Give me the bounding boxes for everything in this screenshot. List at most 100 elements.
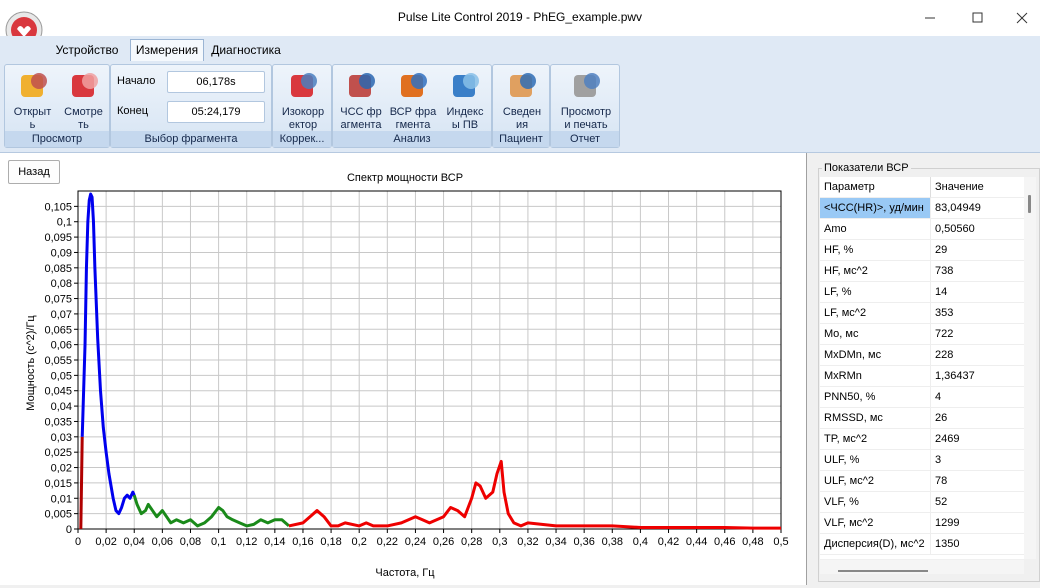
icon-shape — [463, 73, 479, 89]
value-cell[interactable]: 14 — [930, 282, 1024, 303]
field-value[interactable]: 06,178s — [167, 71, 265, 93]
chart-title: Спектр мощности ВСР — [347, 172, 463, 184]
x-tick-label: 0,12 — [236, 536, 257, 548]
tab[interactable]: Измерения — [130, 39, 204, 61]
parameter-cell[interactable]: HF, мс^2 — [820, 261, 930, 282]
y-tick-label: 0,06 — [51, 340, 72, 352]
button-label: гмента — [395, 119, 431, 131]
tab[interactable]: Устройство — [55, 43, 119, 57]
y-tick-label: 0,045 — [44, 386, 72, 398]
field-label: Начало — [117, 75, 156, 87]
value-cell[interactable]: 26 — [930, 408, 1024, 429]
button-label: Сведен — [502, 106, 542, 118]
window-title: Pulse Lite Control 2019 - PhEG_example.p… — [397, 10, 643, 24]
parameter-cell[interactable]: MxRMn — [820, 366, 930, 387]
button-icon — [510, 73, 536, 97]
y-tick-label: 0,025 — [44, 447, 72, 459]
ribbon-button[interactable]: Индекс ы ПВ — [439, 69, 491, 132]
parameter-cell[interactable]: RMSSD, мс — [820, 408, 930, 429]
parameter-cell[interactable]: VLF, % — [820, 492, 930, 513]
parameter-cell[interactable]: TP, мс^2 — [820, 429, 930, 450]
parameter-cell[interactable]: PNN50, % — [820, 387, 930, 408]
value-cell[interactable]: 1299 — [930, 513, 1024, 534]
column-header: Параметр — [820, 177, 930, 198]
ribbon-group: Просмотр Открыт ь Смотре ть — [4, 64, 110, 148]
ribbon-button[interactable]: Сведен ия — [495, 69, 549, 132]
ribbon-button[interactable]: Открыт ь — [7, 69, 58, 132]
h-scrollbar[interactable] — [820, 560, 1024, 574]
parameter-cell[interactable]: MxDMn, мс — [820, 345, 930, 366]
value-cell[interactable]: 4 — [930, 387, 1024, 408]
group-label: Выбор фрагмента — [111, 131, 271, 147]
parameter-cell[interactable]: VLF, мс^2 — [820, 513, 930, 534]
x-tick-label: 0,08 — [180, 536, 201, 548]
button-label: ЧСС фр — [340, 106, 382, 118]
x-tick-label: 0,1 — [211, 536, 226, 548]
ribbon-button[interactable]: Просмотр и печать — [553, 69, 619, 132]
value-cell[interactable]: 722 — [930, 324, 1024, 345]
value-cell[interactable]: 0,50560 — [930, 219, 1024, 240]
button-label: Индекс — [446, 106, 484, 118]
field-value[interactable]: 05:24,179 — [167, 101, 265, 123]
ribbon-button[interactable]: ЧСС фр агмента — [335, 69, 387, 132]
tab[interactable]: Диагностика — [211, 43, 281, 57]
x-tick-label: 0,18 — [320, 536, 341, 548]
parameter-cell[interactable]: ULF, мс^2 — [820, 471, 930, 492]
parameter-cell[interactable]: Дисперсия(D), мс^2 — [820, 534, 930, 555]
parameter-cell[interactable]: LF, % — [820, 282, 930, 303]
ribbon-group: Выбор фрагмента Начало 06,178s Конец 05:24,1… — [110, 64, 272, 148]
button-label: ия — [515, 119, 529, 131]
value-cell[interactable]: 2469 — [930, 429, 1024, 450]
ribbon: Просмотр Открыт ь Смотре ть Выбор фрагмента На… — [0, 62, 1040, 153]
button-label: ть — [78, 119, 89, 131]
parameter-cell[interactable]: LF, мс^2 — [820, 303, 930, 324]
parameter-cell[interactable]: <ЧСС(HR)>, уд/мин — [820, 198, 930, 219]
icon-shape — [301, 73, 317, 89]
x-tick-label: 0,4 — [633, 536, 648, 548]
button-icon — [401, 73, 427, 97]
value-cell[interactable]: 52 — [930, 492, 1024, 513]
data-line — [288, 459, 781, 530]
parameter-cell[interactable]: Amo — [820, 219, 930, 240]
parameter-cell[interactable]: HF, % — [820, 240, 930, 261]
ribbon-button[interactable]: Изокорр ектор — [275, 69, 331, 132]
y-tick-label: 0,075 — [44, 294, 72, 306]
value-cell[interactable]: 353 — [930, 303, 1024, 324]
x-tick-label: 0,5 — [773, 536, 788, 548]
y-tick-label: 0,05 — [51, 370, 72, 382]
button-icon — [71, 73, 98, 97]
button-label: Просмотр — [560, 106, 612, 118]
back-button[interactable]: Назад — [8, 160, 60, 184]
x-tick-label: 0,06 — [152, 536, 173, 548]
ribbon-group: Коррек... Изокорр ектор — [272, 64, 332, 148]
value-cell[interactable]: 738 — [930, 261, 1024, 282]
window-controls[interactable] — [900, 6, 1040, 30]
y-tick-label: 0,105 — [44, 201, 72, 213]
value-cell[interactable]: 1,36437 — [930, 366, 1024, 387]
value-cell[interactable]: 78 — [930, 471, 1024, 492]
x-tick-label: 0,38 — [602, 536, 623, 548]
value-cell[interactable]: 3 — [930, 450, 1024, 471]
parameter-cell[interactable]: Mo, мс — [820, 324, 930, 345]
y-tick-label: 0,065 — [44, 324, 72, 336]
x-tick-label: 0,34 — [545, 536, 566, 548]
x-tick-label: 0,24 — [405, 536, 426, 548]
y-tick-label: 0,005 — [44, 509, 72, 521]
value-cell[interactable]: 29 — [930, 240, 1024, 261]
button-icon — [453, 73, 479, 97]
parameter-cell[interactable]: ULF, % — [820, 450, 930, 471]
value-cell[interactable]: 228 — [930, 345, 1024, 366]
value-cell[interactable]: 83,04949 — [930, 198, 1024, 219]
scrollbar[interactable] — [1024, 177, 1036, 559]
ribbon-button[interactable]: Смотре ть — [58, 69, 109, 132]
x-tick-label: 0,14 — [264, 536, 285, 548]
group-label: Просмотр — [5, 131, 109, 147]
column-header: Значение — [930, 177, 1024, 198]
group-title: Показатели ВСР — [822, 162, 911, 174]
x-tick-label: 0,22 — [377, 536, 398, 548]
button-label: ь — [29, 119, 36, 131]
ribbon-button[interactable]: ВСР фра гмента — [387, 69, 439, 132]
value-cell[interactable]: 1350 — [930, 534, 1024, 555]
group-label: Пациент — [493, 131, 549, 147]
